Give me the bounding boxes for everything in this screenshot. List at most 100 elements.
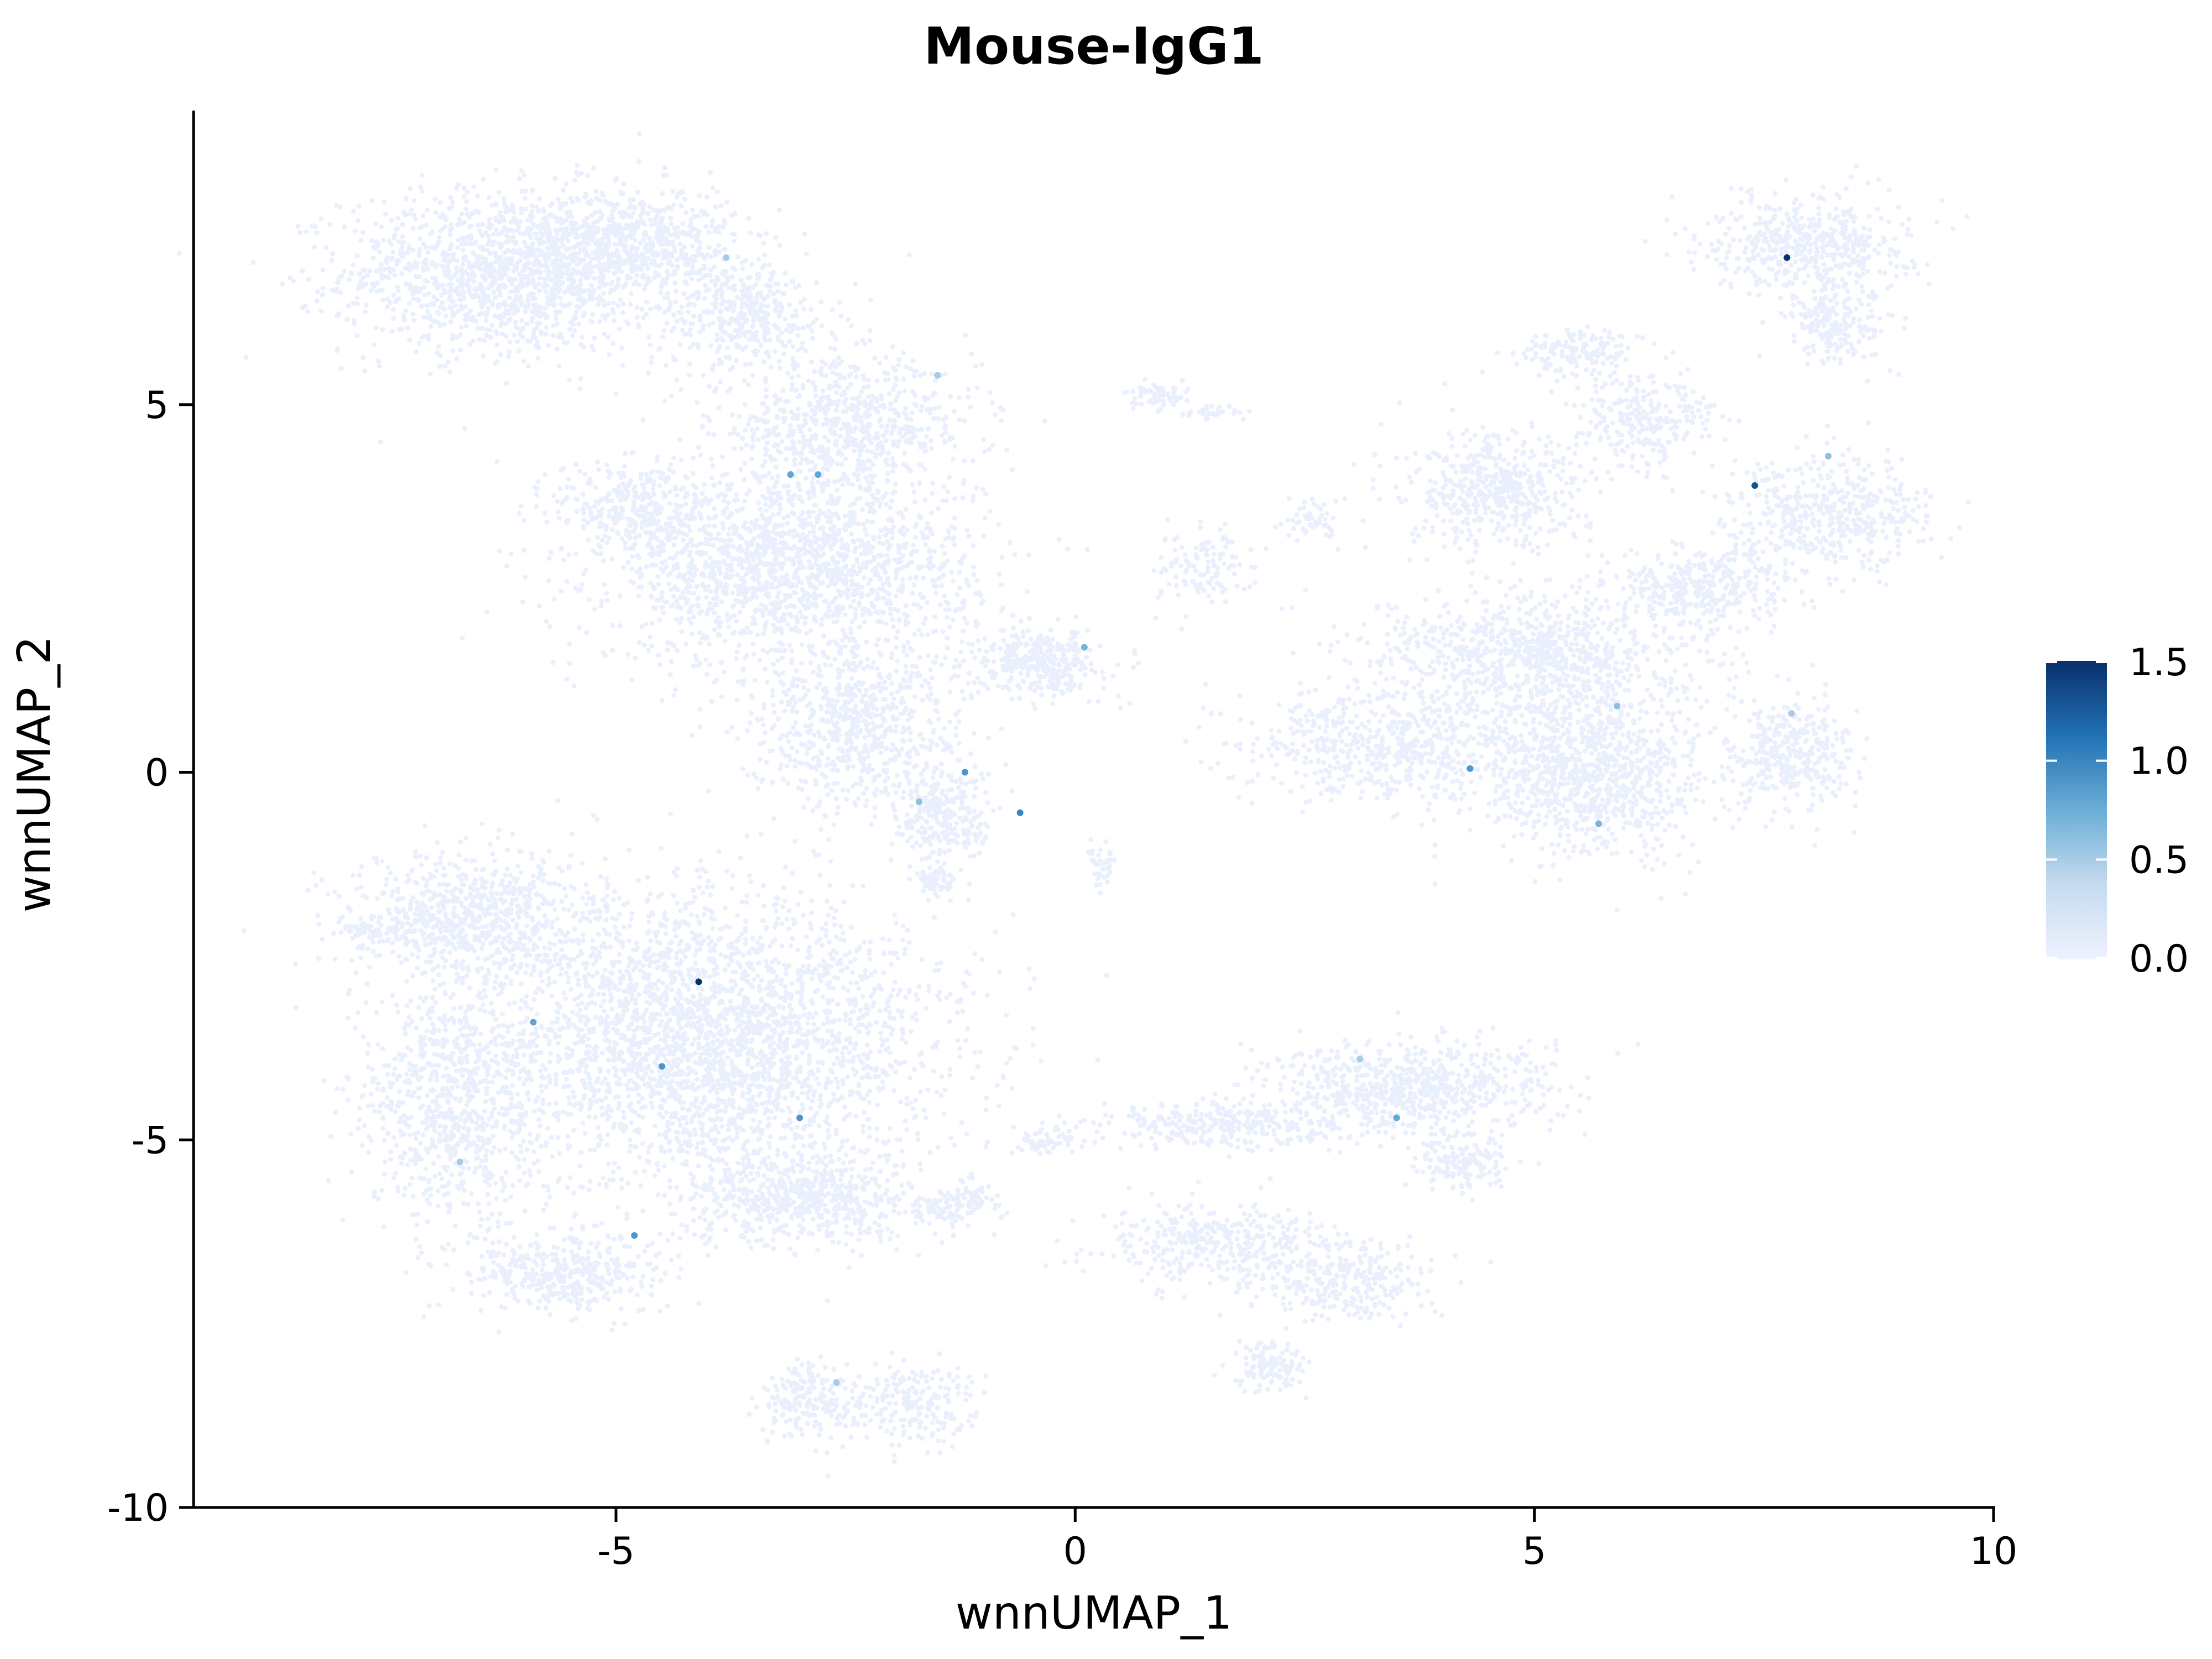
cell-point [784,327,789,333]
cell-point [522,196,528,201]
cell-point [596,296,601,301]
cell-point [510,228,516,233]
cell-point [525,363,531,369]
cell-point [866,435,872,440]
cell-point [708,456,714,462]
cell-point [648,593,654,599]
cell-point [836,355,842,361]
cell-point [421,314,426,320]
cell-point [885,591,891,596]
cell-point [864,501,870,507]
cell-point [617,593,623,598]
cell-point [417,225,422,231]
cell-point [636,585,641,590]
cell-point [839,482,845,488]
cell-point [854,496,860,502]
cell-point [385,296,390,302]
cell-point [929,371,935,377]
cell-point [670,263,675,268]
cell-point [814,280,820,285]
cell-point [806,579,812,585]
cell-point [660,334,665,340]
cell-point [764,447,770,453]
cell-point [875,489,881,495]
cell-point [678,203,684,208]
cell-point [657,617,662,623]
cell-point [907,576,913,581]
cell-point [906,252,912,258]
cell-point [966,387,971,392]
cell-point [813,602,819,607]
cell-point [712,610,717,615]
cell-point [733,319,739,325]
cell-point [732,267,738,272]
cell-point [519,317,524,323]
cell-point [632,238,638,243]
cell-point [400,254,405,259]
cell-point [446,289,451,295]
cell-point [493,167,499,173]
cell-point [724,482,730,488]
cell-point [406,261,412,267]
cell-point [658,237,662,242]
cell-point [532,296,538,301]
cell-point [711,543,716,549]
cell-point [559,227,564,232]
cell-point [628,197,633,202]
cell-point [928,554,933,560]
cell-point [814,557,819,562]
cell-point [683,254,688,259]
cell-point [373,221,378,227]
cell-point [927,566,933,571]
cell-point [957,607,963,612]
cell-point [671,244,677,249]
cell-point [750,620,755,626]
cell-point [749,553,754,558]
cell-point [677,190,682,196]
cell-point [457,217,462,222]
cell-point [865,448,870,454]
cell-point [1018,618,1024,624]
cell-point [824,467,830,472]
cell-point [433,210,439,216]
cell-point [800,614,805,619]
cell-point [491,290,497,295]
cell-point [690,631,695,637]
cell-point [792,604,797,609]
cell-point [649,222,654,228]
cell-point [706,431,711,436]
cell-point [529,208,535,214]
cell-point [713,385,719,391]
cell-point [853,281,858,286]
cell-point [776,561,782,566]
cell-point [665,307,671,312]
cell-point [503,321,508,326]
cell-point [682,319,688,324]
cell-point [726,624,732,630]
cell-point [859,389,864,395]
cell-point [947,624,952,630]
cell-point [622,451,628,456]
cell-point [500,217,505,223]
cell-point [971,564,977,570]
cell-point [903,405,908,411]
cell-point [708,532,713,538]
cell-point [695,296,700,301]
cell-point [768,504,773,509]
cell-point [597,285,602,290]
cell-point [848,435,854,441]
cell-point [1004,447,1009,453]
cell-point [609,527,615,533]
cell-point [860,521,866,527]
cell-point [812,369,817,374]
cell-point [886,450,891,456]
cell-point [629,223,634,228]
cell-point [890,491,895,496]
cell-point [900,577,905,582]
cell-point [627,546,633,551]
cell-point [494,342,499,348]
cell-point [760,530,766,535]
cell-point [735,254,741,259]
cell-point [497,293,503,298]
cell-point [792,457,797,463]
